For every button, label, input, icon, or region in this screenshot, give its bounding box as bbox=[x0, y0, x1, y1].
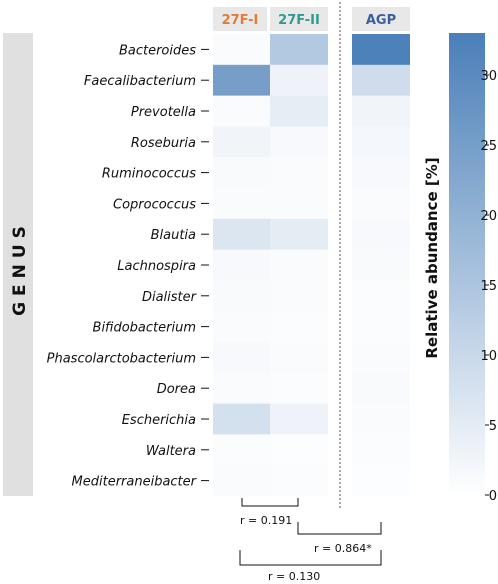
heatmap-cell-lachnospira-agp bbox=[352, 249, 410, 281]
heatmap-cell-bifidobacterium-27f-i bbox=[213, 311, 270, 343]
heatmap-cell-dorea-agp bbox=[352, 372, 410, 404]
col-header-bg-27f-ii bbox=[270, 7, 328, 31]
heatmap-cell-dialister-27f-ii bbox=[270, 280, 328, 312]
col-header-bg-agp bbox=[352, 7, 410, 31]
heatmap-cell-faecalibacterium-27f-ii bbox=[270, 64, 328, 96]
col-header-agp: AGP bbox=[366, 13, 396, 28]
heatmap-cell-prevotella-27f-ii bbox=[270, 95, 328, 127]
row-labels: Bacteroides Faecalibacterium Prevotella Ros… bbox=[47, 43, 209, 490]
row-label-lachnospira: Lachnospira bbox=[117, 259, 196, 274]
colorbar-ticks: 0 5 10 15 20 25 30 bbox=[480, 69, 497, 504]
heatmap-cell-bifidobacterium-agp bbox=[352, 311, 410, 343]
heatmap-cell-prevotella-agp bbox=[352, 95, 410, 127]
colorbar-tick-label-10: 10 bbox=[480, 349, 497, 364]
correlation-label-2: r = 0.864* bbox=[314, 542, 372, 555]
correlation-bracket-3: r = 0.130 bbox=[239, 550, 382, 583]
colorbar-tick-label-0: 0 bbox=[489, 489, 497, 504]
row-label-roseburia: Roseburia bbox=[131, 136, 196, 151]
genus-side-bar bbox=[3, 33, 33, 496]
row-label-faecalibacterium: Faecalibacterium bbox=[84, 74, 196, 89]
colorbar-tick-label-30: 30 bbox=[480, 69, 497, 84]
row-label-coprococcus: Coprococcus bbox=[113, 197, 196, 212]
correlation-label-1: r = 0.191 bbox=[240, 514, 292, 527]
heatmap-cell-mediterraneibacter-27f-i bbox=[213, 465, 270, 497]
heatmap-cell-bifidobacterium-27f-ii bbox=[270, 311, 328, 343]
heatmap-cell-dorea-27f-i bbox=[213, 372, 270, 404]
row-label-dorea: Dorea bbox=[157, 382, 196, 397]
heatmap-cell-coprococcus-agp bbox=[352, 188, 410, 220]
heatmap-cell-waltera-27f-ii bbox=[270, 434, 328, 466]
correlation-bracket-1: r = 0.191 bbox=[240, 498, 299, 527]
heatmap-cell-mediterraneibacter-agp bbox=[352, 465, 410, 497]
heatmap-cell-escherichia-agp bbox=[352, 403, 410, 435]
correlation-bracket-2: r = 0.864* bbox=[297, 522, 382, 555]
heatmap-cell-roseburia-27f-ii bbox=[270, 126, 328, 158]
heatmap-cell-phascolarctobacterium-27f-ii bbox=[270, 342, 328, 374]
row-label-blautia: Blautia bbox=[151, 228, 196, 243]
colorbar-title: Relative abundance [%] bbox=[423, 157, 441, 358]
colorbar-tick-label-20: 20 bbox=[480, 209, 497, 224]
heatmap-cell-bacteroides-27f-i bbox=[213, 34, 270, 66]
heatmap-cell-waltera-27f-i bbox=[213, 434, 270, 466]
heatmap-cell-escherichia-27f-i bbox=[213, 403, 270, 435]
heatmap-cell-dorea-27f-ii bbox=[270, 372, 328, 404]
heatmap-cell-blautia-agp bbox=[352, 218, 410, 250]
col-header-27f-i: 27F-I bbox=[222, 13, 259, 28]
heatmap-cell-blautia-27f-i bbox=[213, 218, 270, 250]
heatmap-cell-ruminococcus-27f-i bbox=[213, 157, 270, 189]
colorbar-tick-label-25: 25 bbox=[480, 139, 497, 154]
heatmap-cell-bacteroides-27f-ii bbox=[270, 34, 328, 66]
heatmap-cell-faecalibacterium-agp bbox=[352, 64, 410, 96]
heatmap-cell-dialister-27f-i bbox=[213, 280, 270, 312]
row-label-bifidobacterium: Bifidobacterium bbox=[93, 321, 196, 336]
genus-side-label: GENUS bbox=[10, 220, 30, 316]
colorbar bbox=[449, 33, 485, 495]
heatmap-cell-phascolarctobacterium-27f-i bbox=[213, 342, 270, 374]
colorbar-tick-label-15: 15 bbox=[480, 279, 497, 294]
row-label-waltera: Waltera bbox=[146, 444, 196, 459]
heatmap-cell-roseburia-agp bbox=[352, 126, 410, 158]
heatmap-cell-dialister-agp bbox=[352, 280, 410, 312]
heatmap-cell-coprococcus-27f-ii bbox=[270, 188, 328, 220]
colorbar-tick-label-5: 5 bbox=[489, 419, 497, 434]
row-label-prevotella: Prevotella bbox=[131, 105, 196, 120]
heatmap-cell-prevotella-27f-i bbox=[213, 95, 270, 127]
heatmap-cell-coprococcus-27f-i bbox=[213, 188, 270, 220]
heatmap-cell-blautia-27f-ii bbox=[270, 218, 328, 250]
heatmap-cell-lachnospira-27f-i bbox=[213, 249, 270, 281]
heatmap-cell-ruminococcus-agp bbox=[352, 157, 410, 189]
heatmap-cell-faecalibacterium-27f-i bbox=[213, 64, 270, 96]
col-header-27f-ii: 27F-II bbox=[278, 13, 320, 28]
heatmap-cells bbox=[213, 34, 410, 497]
row-label-escherichia: Escherichia bbox=[122, 413, 196, 428]
row-label-bacteroides: Bacteroides bbox=[119, 43, 196, 58]
heatmap-cell-mediterraneibacter-27f-ii bbox=[270, 465, 328, 497]
col-header-bg-27f-i bbox=[213, 7, 267, 31]
heatmap-cell-waltera-agp bbox=[352, 434, 410, 466]
correlation-label-3: r = 0.130 bbox=[268, 570, 320, 583]
heatmap-cell-ruminococcus-27f-ii bbox=[270, 157, 328, 189]
heatmap-cell-bacteroides-agp bbox=[352, 34, 410, 66]
heatmap-cell-escherichia-27f-ii bbox=[270, 403, 328, 435]
row-label-phascolarctobacterium: Phascolarctobacterium bbox=[47, 351, 196, 366]
row-label-dialister: Dialister bbox=[142, 290, 198, 305]
heatmap-cell-phascolarctobacterium-agp bbox=[352, 342, 410, 374]
row-label-mediterraneibacter: Mediterraneibacter bbox=[72, 475, 198, 490]
row-label-ruminococcus: Ruminococcus bbox=[102, 167, 196, 182]
heatmap-cell-roseburia-27f-i bbox=[213, 126, 270, 158]
heatmap-cell-lachnospira-27f-ii bbox=[270, 249, 328, 281]
